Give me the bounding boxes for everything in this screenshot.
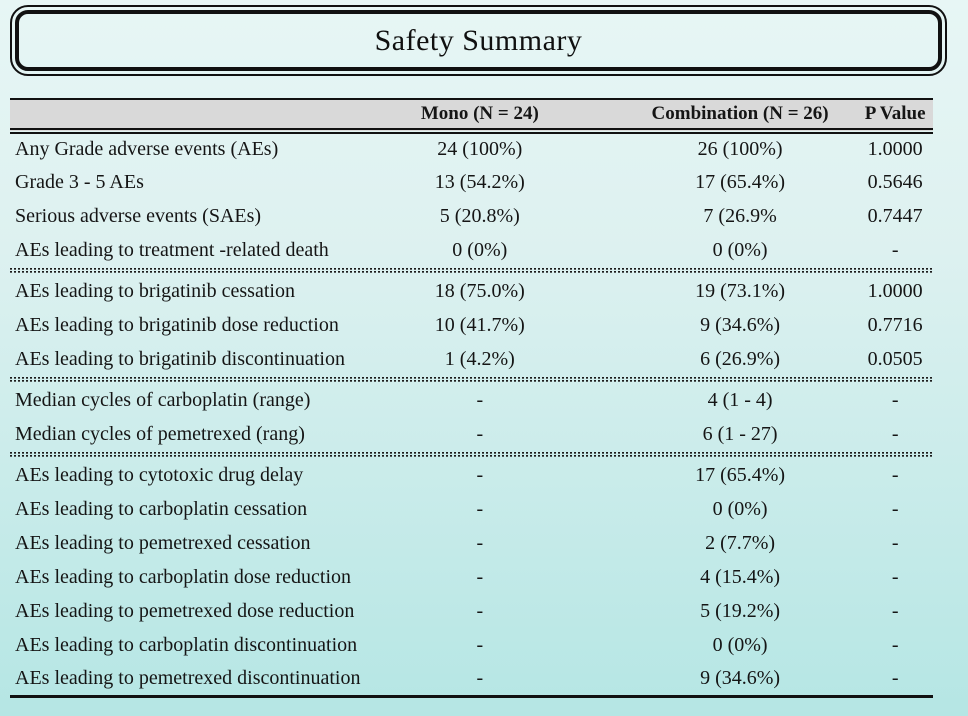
table-row: AEs leading to treatment -related death 0… <box>10 233 933 267</box>
row-label: AEs leading to brigatinib dose reduction <box>15 313 339 336</box>
row-value-mono: 1 (4.2%) <box>444 347 515 370</box>
row-value-combination: 9 (34.6%) <box>622 662 858 698</box>
column-header-empty <box>10 98 337 134</box>
dotted-divider <box>10 377 933 382</box>
row-value-mono: 13 (54.2%) <box>434 170 525 193</box>
title-box-inner-border: Safety Summary <box>15 10 942 71</box>
row-label: AEs leading to pemetrexed dose reduction <box>15 599 355 622</box>
row-value-p_value: 0.7716 <box>867 313 923 336</box>
row-value-combination: 2 (7.7%) <box>705 531 776 554</box>
row-value-combination: 4 (15.4%) <box>700 565 781 588</box>
row-value-p_value: 1.0000 <box>867 138 923 160</box>
row-label: Median cycles of pemetrexed (rang) <box>15 422 305 445</box>
row-value-p_value: 0.7447 <box>867 204 923 227</box>
row-label: AEs leading to cytotoxic drug delay <box>15 463 304 486</box>
row-value-p_value: - <box>891 388 899 411</box>
table-row: AEs leading to carboplatin cessation - 0 (… <box>10 492 933 526</box>
row-value-p_value: 0.0505 <box>867 347 923 370</box>
row-label: AEs leading to treatment -related death <box>15 238 329 261</box>
row-value-mono: - <box>476 463 484 486</box>
row-value-mono: - <box>476 497 484 520</box>
table-body: Any Grade adverse events (AEs) 24 (100%) 2… <box>10 131 933 698</box>
section-separator <box>10 451 933 458</box>
row-value-p_value: - <box>891 497 899 520</box>
row-value-mono: - <box>336 662 623 698</box>
row-value-p_value: - <box>891 599 899 622</box>
row-label: AEs leading to carboplatin dose reductio… <box>15 565 352 588</box>
table-row: Median cycles of pemetrexed (rang) - 6 (1 … <box>10 417 933 451</box>
row-value-combination: 0 (0%) <box>712 633 768 656</box>
row-value-mono: 24 (100%) <box>437 138 523 160</box>
title-box: Safety Summary <box>10 5 947 76</box>
row-value-combination: 9 (34.6%) <box>700 313 781 336</box>
row-label: AEs leading to brigatinib discontinuatio… <box>15 347 345 370</box>
row-value-mono: - <box>476 388 484 411</box>
column-header-mono: Mono (N = 24) <box>336 98 623 134</box>
row-value-p_value: - <box>891 531 899 554</box>
row-value-combination: 5 (19.2%) <box>700 599 781 622</box>
row-value-p_value: - <box>891 565 899 588</box>
table-row: AEs leading to pemetrexed discontinuatio… <box>10 662 933 698</box>
row-label: AEs leading to pemetrexed cessation <box>15 531 311 554</box>
row-label: Serious adverse events (SAEs) <box>15 204 262 227</box>
dotted-divider <box>10 452 933 457</box>
row-value-p_value: - <box>891 238 899 261</box>
row-value-mono: - <box>476 599 484 622</box>
table-row: Grade 3 - 5 AEs 13 (54.2%) 17 (65.4%) 0.564… <box>10 165 933 199</box>
table-row: AEs leading to brigatinib cessation 18 (7… <box>10 274 933 308</box>
row-value-combination: 0 (0%) <box>712 238 768 261</box>
row-value-mono: 18 (75.0%) <box>434 279 525 302</box>
row-value-mono: - <box>476 531 484 554</box>
row-value-combination: 6 (26.9%) <box>700 347 781 370</box>
safety-summary-table: Mono (N = 24) Combination (N = 26) P Val… <box>10 98 933 698</box>
section-separator <box>10 267 933 274</box>
table-row: Median cycles of carboplatin (range) - 4 (… <box>10 383 933 417</box>
row-value-mono: 0 (0%) <box>452 238 508 261</box>
row-label: Grade 3 - 5 AEs <box>15 170 144 193</box>
row-label: AEs leading to carboplatin cessation <box>15 497 308 520</box>
row-label: AEs leading to carboplatin discontinuati… <box>15 633 358 656</box>
table-row: AEs leading to pemetrexed dose reduction… <box>10 594 933 628</box>
row-value-p_value: - <box>891 463 899 486</box>
row-value-combination: 26 (100%) <box>697 138 783 160</box>
row-value-mono: - <box>476 633 484 656</box>
table-row: AEs leading to brigatinib dose reduction… <box>10 308 933 342</box>
row-value-p_value: 1.0000 <box>867 279 923 302</box>
page-title: Safety Summary <box>374 23 583 57</box>
row-value-mono: 5 (20.8%) <box>439 204 520 227</box>
table-row: AEs leading to pemetrexed cessation - 2 (7… <box>10 526 933 560</box>
row-value-combination: 7 (26.9% <box>703 204 777 227</box>
row-value-combination: 6 (1 - 27) <box>702 422 778 445</box>
row-value-mono: 10 (41.7%) <box>434 313 525 336</box>
row-value-combination: 4 (1 - 4) <box>707 388 773 411</box>
table-row: AEs leading to brigatinib discontinuatio… <box>10 342 933 376</box>
row-label: AEs leading to pemetrexed discontinuatio… <box>10 662 360 698</box>
row-label: AEs leading to brigatinib cessation <box>15 279 295 302</box>
table-row: AEs leading to carboplatin dose reductio… <box>10 560 933 594</box>
row-label: Any Grade adverse events (AEs) <box>15 138 279 160</box>
column-header-p-value: P Value <box>857 98 933 134</box>
row-value-combination: 0 (0%) <box>712 497 768 520</box>
table-row: Any Grade adverse events (AEs) 24 (100%) 2… <box>10 131 933 165</box>
column-header-combination: Combination (N = 26) <box>622 98 858 134</box>
row-value-combination: 17 (65.4%) <box>695 170 786 193</box>
row-value-combination: 17 (65.4%) <box>695 463 786 486</box>
dotted-divider <box>10 268 933 273</box>
row-label: Median cycles of carboplatin (range) <box>15 388 311 411</box>
table-row: AEs leading to cytotoxic drug delay - 17 (… <box>10 458 933 492</box>
table-row: Serious adverse events (SAEs) 5 (20.8%) 7 … <box>10 199 933 233</box>
row-value-mono: - <box>476 565 484 588</box>
row-value-combination: 19 (73.1%) <box>695 279 786 302</box>
row-value-p_value: 0.5646 <box>867 170 923 193</box>
table-row: AEs leading to carboplatin discontinuati… <box>10 628 933 662</box>
row-value-p_value: - <box>891 633 899 656</box>
table-header-row: Mono (N = 24) Combination (N = 26) P Val… <box>10 98 933 134</box>
row-value-p_value: - <box>857 662 933 698</box>
row-value-p_value: - <box>891 422 899 445</box>
section-separator <box>10 376 933 383</box>
row-value-mono: - <box>476 422 484 445</box>
